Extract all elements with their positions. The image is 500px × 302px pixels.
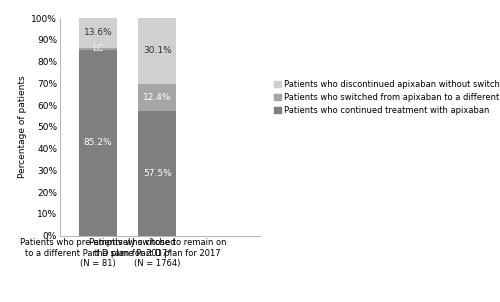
Text: 57.5%: 57.5% (143, 169, 172, 178)
Y-axis label: Percentage of patients: Percentage of patients (18, 76, 27, 178)
Text: 13.6%: 13.6% (84, 28, 112, 37)
Text: 85.2%: 85.2% (84, 138, 112, 147)
Bar (138, 111, 176, 236)
Bar (138, 18, 176, 84)
Bar (79, 48, 117, 50)
Text: LC: LC (92, 44, 104, 53)
Bar (79, 18, 117, 48)
Bar (138, 84, 176, 111)
Text: 30.1%: 30.1% (143, 46, 172, 55)
Bar (79, 50, 117, 236)
Text: 12.4%: 12.4% (143, 92, 172, 101)
Legend: Patients who discontinued apixaban without switching to another OAC, Patients wh: Patients who discontinued apixaban witho… (274, 80, 500, 115)
